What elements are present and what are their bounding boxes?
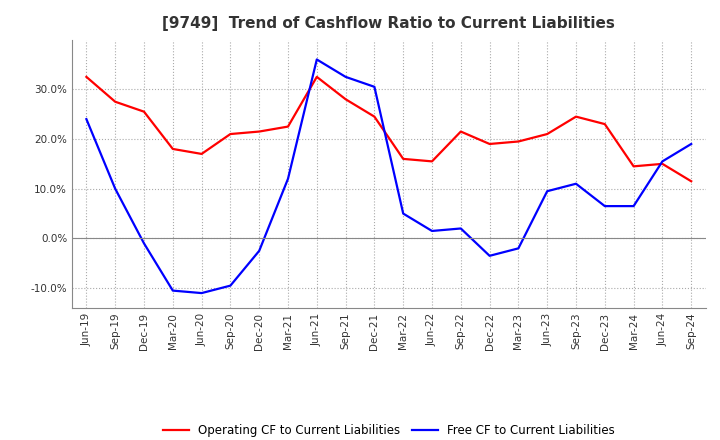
Operating CF to Current Liabilities xyxy=(82,74,91,80)
Free CF to Current Liabilities xyxy=(572,181,580,187)
Operating CF to Current Liabilities xyxy=(428,159,436,164)
Operating CF to Current Liabilities xyxy=(514,139,523,144)
Operating CF to Current Liabilities xyxy=(572,114,580,119)
Free CF to Current Liabilities xyxy=(82,117,91,122)
Operating CF to Current Liabilities xyxy=(485,141,494,147)
Free CF to Current Liabilities xyxy=(658,159,667,164)
Free CF to Current Liabilities xyxy=(456,226,465,231)
Operating CF to Current Liabilities xyxy=(543,132,552,137)
Free CF to Current Liabilities xyxy=(284,176,292,181)
Line: Operating CF to Current Liabilities: Operating CF to Current Liabilities xyxy=(86,77,691,181)
Operating CF to Current Liabilities xyxy=(341,97,350,102)
Free CF to Current Liabilities xyxy=(312,57,321,62)
Free CF to Current Liabilities xyxy=(629,203,638,209)
Line: Free CF to Current Liabilities: Free CF to Current Liabilities xyxy=(86,59,691,293)
Operating CF to Current Liabilities xyxy=(687,179,696,184)
Operating CF to Current Liabilities xyxy=(111,99,120,104)
Operating CF to Current Liabilities xyxy=(140,109,148,114)
Free CF to Current Liabilities xyxy=(514,246,523,251)
Free CF to Current Liabilities xyxy=(600,203,609,209)
Free CF to Current Liabilities xyxy=(197,290,206,296)
Free CF to Current Liabilities xyxy=(255,248,264,253)
Free CF to Current Liabilities xyxy=(485,253,494,258)
Free CF to Current Liabilities xyxy=(428,228,436,234)
Operating CF to Current Liabilities xyxy=(168,147,177,152)
Free CF to Current Liabilities xyxy=(168,288,177,293)
Operating CF to Current Liabilities xyxy=(399,156,408,161)
Legend: Operating CF to Current Liabilities, Free CF to Current Liabilities: Operating CF to Current Liabilities, Fre… xyxy=(158,419,620,440)
Free CF to Current Liabilities xyxy=(399,211,408,216)
Operating CF to Current Liabilities xyxy=(284,124,292,129)
Operating CF to Current Liabilities xyxy=(226,132,235,137)
Free CF to Current Liabilities xyxy=(543,189,552,194)
Free CF to Current Liabilities xyxy=(111,186,120,191)
Operating CF to Current Liabilities xyxy=(312,74,321,80)
Free CF to Current Liabilities xyxy=(226,283,235,288)
Operating CF to Current Liabilities xyxy=(370,114,379,119)
Free CF to Current Liabilities xyxy=(341,74,350,80)
Free CF to Current Liabilities xyxy=(140,241,148,246)
Operating CF to Current Liabilities xyxy=(456,129,465,134)
Operating CF to Current Liabilities xyxy=(658,161,667,166)
Free CF to Current Liabilities xyxy=(687,141,696,147)
Free CF to Current Liabilities xyxy=(370,84,379,89)
Operating CF to Current Liabilities xyxy=(629,164,638,169)
Operating CF to Current Liabilities xyxy=(255,129,264,134)
Title: [9749]  Trend of Cashflow Ratio to Current Liabilities: [9749] Trend of Cashflow Ratio to Curren… xyxy=(163,16,615,32)
Operating CF to Current Liabilities xyxy=(197,151,206,157)
Operating CF to Current Liabilities xyxy=(600,121,609,127)
